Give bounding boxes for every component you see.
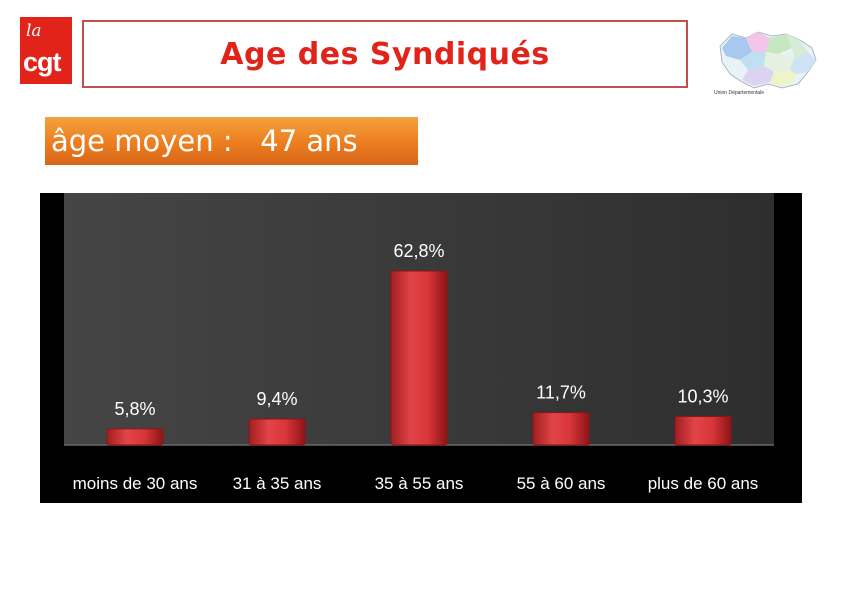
bar-0	[106, 428, 164, 446]
bar-4	[674, 415, 732, 446]
map-caption: Union Départementale	[714, 90, 764, 96]
x-tick-label-4: plus de 60 ans	[648, 474, 759, 493]
mean-age-banner: âge moyen : 47 ans	[45, 117, 418, 165]
data-label-2: 62,8%	[393, 241, 444, 261]
logo-text-la: la	[26, 21, 42, 41]
data-label-0: 5,8%	[114, 399, 155, 419]
page-title: Age des Syndiqués	[220, 36, 550, 72]
x-tick-label-2: 35 à 55 ans	[375, 474, 464, 493]
bar-3	[532, 412, 590, 446]
data-label-1: 9,4%	[256, 389, 297, 409]
x-tick-label-1: 31 à 35 ans	[233, 474, 322, 493]
chart-svg: 5,8% 9,4% 62,8% 11,7% 10,3% moins de 30 ans 3…	[64, 193, 774, 493]
age-bar-chart: 5,8% 9,4% 62,8% 11,7% 10,3% moins de 30 ans 3…	[40, 193, 802, 503]
data-label-3: 11,7%	[536, 383, 586, 403]
title-box: Age des Syndiqués	[82, 20, 688, 88]
x-tick-label-3: 55 à 60 ans	[517, 474, 606, 493]
data-label-4: 10,3%	[677, 386, 728, 406]
cgt-logo: la cgt	[20, 17, 72, 84]
bar-1	[248, 418, 306, 446]
bar-2	[390, 270, 448, 446]
region-map-image: Union Départementale	[714, 31, 817, 96]
x-tick-label-0: moins de 30 ans	[73, 474, 198, 493]
logo-text-cgt: cgt	[23, 47, 61, 77]
